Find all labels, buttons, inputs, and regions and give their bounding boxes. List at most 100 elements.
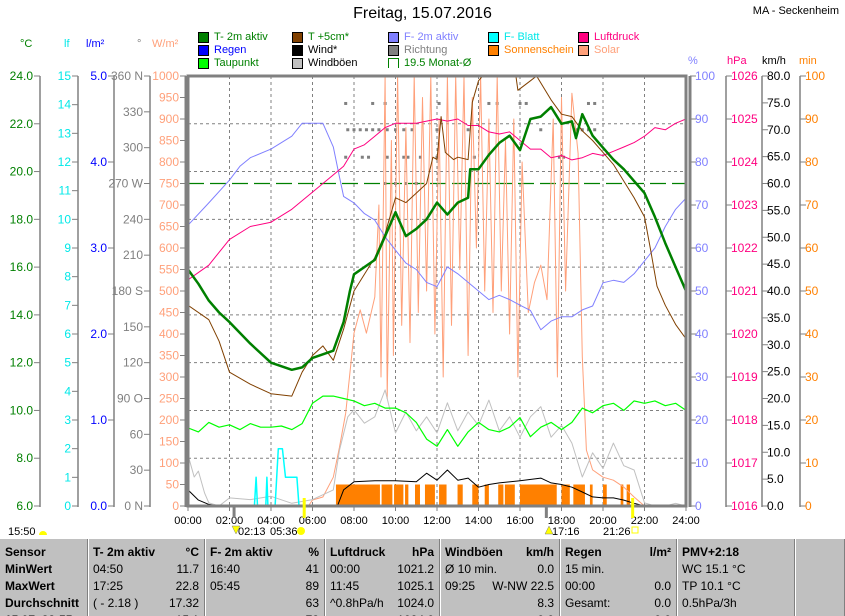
axis-tick-label: 8.0 [16, 451, 33, 465]
direction-point [410, 128, 414, 132]
sunshine-bar [573, 484, 585, 506]
table-cell: ^0.8hPa/h 1024.0 [325, 595, 439, 612]
x-axis-tick-label: 14:00 [465, 515, 493, 527]
table-cell: 15.07. 22:55 [0, 612, 87, 616]
axis-tick-label: 90 [695, 112, 709, 126]
axis-tick-label: 600 [159, 241, 179, 255]
direction-point [586, 101, 590, 105]
axis-tick-label: 100 [159, 456, 179, 470]
header-unit: hPa [411, 545, 434, 559]
legend-label: Luftdruck [594, 31, 640, 43]
sunshine-bar [504, 484, 515, 506]
plot-frame [186, 74, 688, 508]
direction-point [593, 101, 597, 105]
axis-tick-label: 0.0 [767, 499, 784, 513]
axis-unit-label: ° [137, 38, 141, 50]
table-cell [795, 612, 844, 616]
axis-tick-label: 0 [64, 499, 71, 513]
direction-point [385, 155, 389, 159]
cell-value: 1021.2 [397, 562, 434, 576]
table-header-cell: PMV+2:18 [677, 544, 794, 561]
table-column: Windböen km/h Ø 10 min. 0.0 09:25 W-NW 22.5 8.… [440, 539, 560, 616]
table-header-cell: T- 2m aktiv °C [88, 544, 204, 561]
direction-point [383, 182, 387, 185]
axis-tick-label: 1021 [731, 284, 758, 298]
marker-time-moon-rise: 02:13 [238, 526, 266, 538]
sunshine-bar [424, 484, 435, 506]
header-label: Sensor [5, 545, 46, 559]
sun-icon [39, 531, 47, 535]
axis-tick-label: 6.0 [16, 499, 33, 513]
axis-tick-label: 150 [159, 435, 179, 449]
axis-tick-label: 14.0 [10, 308, 34, 322]
axis-tick-label: 10 [58, 212, 72, 226]
sunshine-bar [520, 484, 557, 506]
table-cell: 0.0 [560, 612, 676, 616]
header-unit: % [308, 545, 319, 559]
legend-swatch-icon [198, 44, 209, 56]
axis-tick-label: 6 [64, 327, 71, 341]
axis-tick-label: 450 [159, 306, 179, 320]
axis-tick-label: 70.0 [767, 123, 791, 137]
axis-tick-label: 1.0 [90, 413, 107, 427]
cell-text: ^0.8hPa/h [330, 596, 384, 610]
weather-chart: °C24.022.020.018.016.014.012.010.08.06.0… [8, 38, 825, 538]
direction-point [562, 155, 566, 159]
cell-text: 04:50 [93, 562, 124, 576]
x-axis-tick-label: 10:00 [382, 515, 410, 527]
axis-tick-label: 70 [695, 198, 709, 212]
table-cell: Ø 10 min. 0.0 [440, 561, 559, 578]
table-column [795, 539, 845, 616]
axis-tick-label: 250 [159, 392, 179, 406]
axis-tick-label: 0 N [124, 499, 143, 513]
table-cell: 0.0 [440, 612, 559, 616]
legend-item: Solar [578, 44, 620, 56]
cell-text: ( - 2.18 ) [93, 596, 139, 610]
axis-tick-label: 550 [159, 263, 179, 277]
cell-text: Durchschnitt [5, 596, 80, 610]
direction-point [346, 128, 350, 132]
table-column: T- 2m aktiv °C 04:50 11.7 17:25 22.8 ( - 2.18 … [88, 539, 205, 616]
legend-swatch-icon [292, 57, 303, 69]
legend-item: Luftdruck [578, 31, 639, 43]
axis-tick-label: 90 [805, 112, 819, 126]
axis-tick-label: 80.0 [767, 69, 791, 83]
table-header-cell: F- 2m aktiv% [205, 544, 324, 561]
header-label: T- 2m aktiv [93, 545, 156, 559]
table-cell: WC 15.1 °C [677, 561, 794, 578]
legend-label: T +5cm* [308, 31, 350, 43]
series-luftdruck [188, 118, 686, 281]
legend-label: Solar [594, 44, 620, 56]
sunshine-bar [484, 484, 489, 506]
axis-tick-label: 4 [64, 384, 71, 398]
axis-tick-label: 14 [58, 98, 72, 112]
table-column: Sensor MinWert MaxWert Durchschnitt 15.07. 2… [0, 539, 88, 616]
header-unit: °C [185, 545, 199, 559]
table-column: Luftdruck hPa 00:00 1021.2 11:45 1025.1 ^0.8hP… [325, 539, 440, 616]
table-column: Regen l/m² 15 min. 00:00 0.0 Gesamt: 0.0 0.0 [560, 539, 677, 616]
axis-unit-label: min [799, 55, 817, 67]
sunshine-bar [498, 484, 504, 506]
axis-tick-label: 70 [805, 198, 819, 212]
axis-tick-label: 40 [805, 327, 819, 341]
axis-tick-label: 50 [166, 478, 180, 492]
header-unit: km/h [525, 545, 554, 559]
table-header-cell: Sensor [0, 544, 87, 561]
direction-point [418, 155, 422, 159]
axis-unit-label: W/m² [152, 38, 179, 50]
axis-tick-label: 10.0 [767, 445, 791, 459]
legend-label: F- Blatt [504, 31, 540, 43]
axis-tick-label: 800 [159, 155, 179, 169]
series-f-blatt [253, 447, 300, 506]
axis-unit-label: % [688, 55, 698, 67]
legend-swatch-icon [488, 44, 499, 56]
cell-value: 1025.1 [397, 579, 434, 593]
axis-tick-label: 16.0 [10, 260, 34, 274]
axis-tick-label: 9 [64, 241, 71, 255]
sunshine-bar [405, 484, 409, 506]
axis-tick-label: 5 [64, 356, 71, 370]
legend-swatch-icon [388, 31, 399, 43]
table-cell: 05:45 89 [205, 578, 324, 595]
axis-tick-label: 12.0 [10, 356, 34, 370]
